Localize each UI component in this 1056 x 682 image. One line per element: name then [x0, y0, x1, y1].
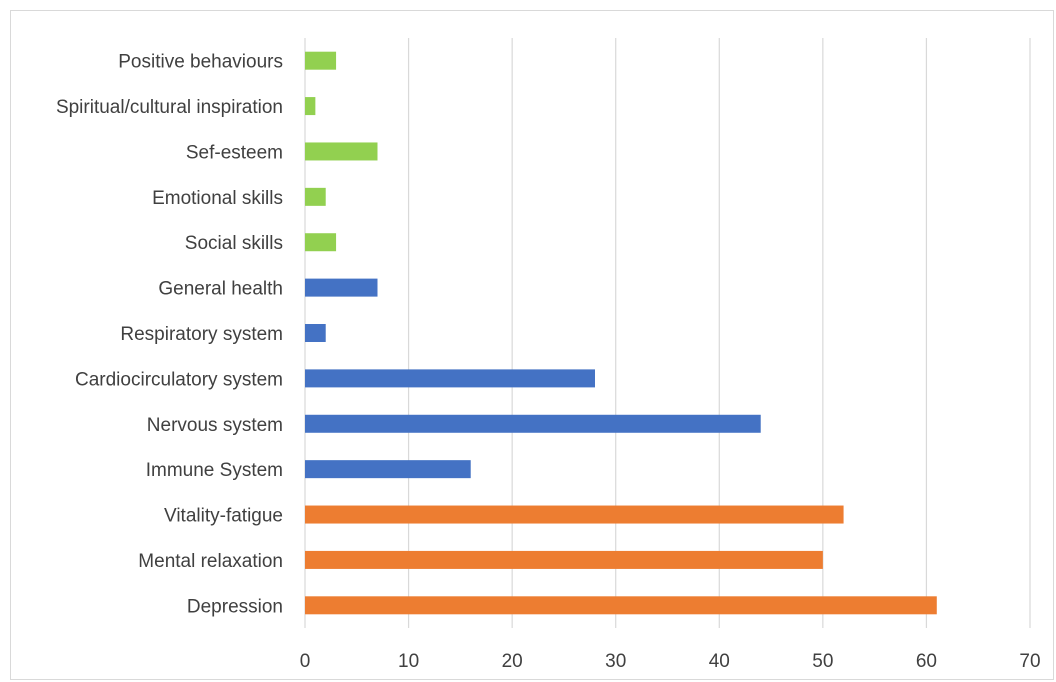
y-axis-category-labels: Positive behaviours Spiritual/cultural in… [56, 52, 283, 618]
category-label: Cardiocirculatory system [75, 369, 283, 390]
x-axis-tick-labels: 0 10 20 30 40 50 60 70 [300, 651, 1041, 672]
x-tick-label: 30 [605, 651, 626, 672]
bars [305, 51, 937, 615]
category-label: General health [158, 279, 283, 300]
bar [305, 596, 937, 615]
category-label: Depression [187, 596, 283, 617]
category-label: Nervous system [147, 415, 283, 436]
category-label: Emotional skills [152, 188, 283, 209]
bar [305, 278, 378, 297]
bar [305, 460, 471, 479]
bar [305, 324, 326, 342]
category-label: Mental relaxation [138, 551, 283, 572]
bar [305, 233, 337, 252]
category-label: Positive behaviours [118, 52, 283, 73]
bar [305, 142, 378, 161]
bar [305, 550, 823, 569]
bar [305, 505, 844, 524]
category-label: Spiritual/cultural inspiration [56, 97, 283, 118]
x-tick-label: 10 [398, 651, 419, 672]
bar [305, 414, 761, 433]
bar [305, 97, 316, 116]
bar [305, 51, 337, 70]
x-tick-label: 60 [916, 651, 937, 672]
bar [305, 187, 326, 206]
x-tick-label: 40 [709, 651, 730, 672]
category-label: Immune System [146, 460, 283, 481]
x-tick-label: 50 [812, 651, 833, 672]
x-tick-label: 0 [300, 651, 311, 672]
category-label: Vitality-fatigue [164, 506, 283, 527]
category-label: Social skills [185, 233, 283, 254]
bar [305, 369, 595, 388]
gridlines [304, 38, 1031, 628]
x-tick-label: 20 [502, 651, 523, 672]
category-label: Respiratory system [120, 324, 283, 345]
category-label: Sef-esteem [186, 142, 283, 163]
x-tick-label: 70 [1019, 651, 1040, 672]
